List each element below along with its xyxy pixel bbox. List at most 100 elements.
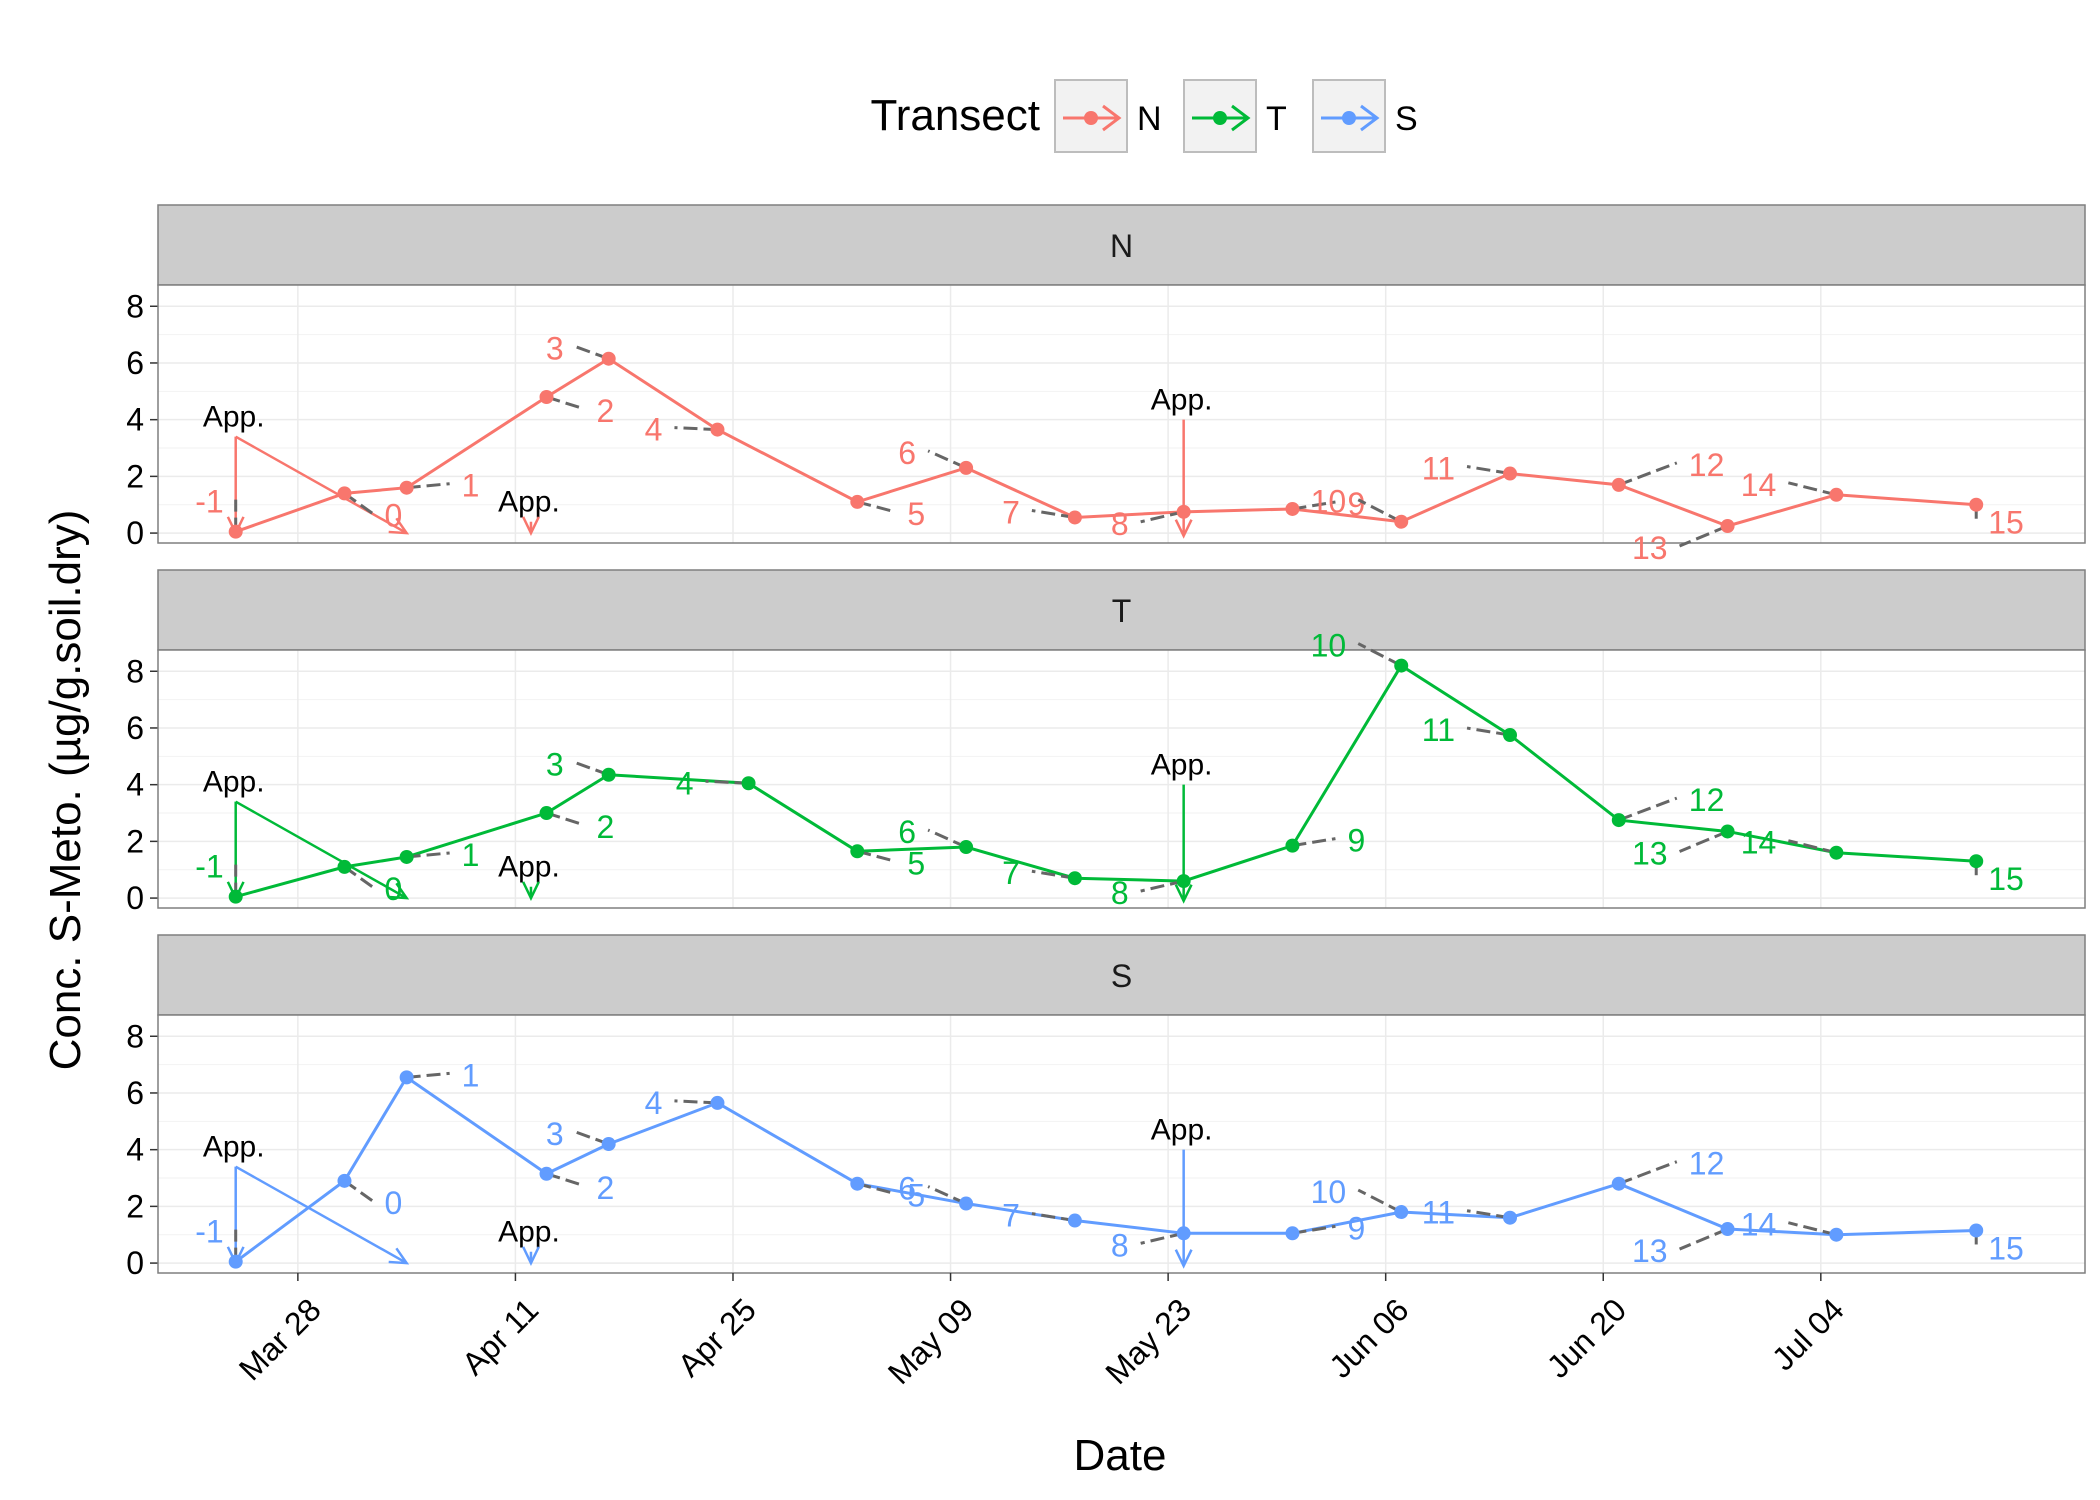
y-tick-label: 0 <box>126 1245 144 1281</box>
legend-entry-T: T <box>1183 79 1287 153</box>
data-point <box>1176 874 1191 889</box>
y-tick-label: 6 <box>126 1075 144 1111</box>
point-label: 13 <box>1632 1233 1668 1269</box>
facet-strip-label: N <box>1110 228 1133 264</box>
data-point <box>1503 728 1518 743</box>
legend-title: Transect <box>870 91 1040 140</box>
point-label: 15 <box>1988 1230 2024 1266</box>
data-point <box>337 859 352 874</box>
point-label: 13 <box>1632 835 1668 871</box>
point-label: 2 <box>597 809 615 845</box>
data-point <box>1611 477 1626 492</box>
legend-key-point <box>1213 111 1227 125</box>
plot-background <box>158 650 2085 908</box>
point-label: -1 <box>195 849 223 885</box>
annotation-arrowhead <box>1174 519 1193 539</box>
application-annotation: App. <box>203 1131 265 1164</box>
annotation-arrow <box>235 435 408 535</box>
data-point <box>399 480 414 495</box>
y-tick-label: 2 <box>126 823 144 859</box>
data-point <box>1829 487 1844 502</box>
annotation-arrow <box>235 1165 408 1265</box>
point-label: 12 <box>1689 1146 1725 1182</box>
application-annotation: App. <box>203 766 265 799</box>
data-point <box>228 889 243 904</box>
x-tick-label: Jul 04 <box>1765 1291 1851 1377</box>
application-annotation: App. <box>1151 1114 1213 1147</box>
data-point <box>1503 466 1518 481</box>
panel-border <box>157 284 2086 544</box>
y-tick-label: 8 <box>126 653 144 689</box>
data-point <box>337 486 352 501</box>
data-point <box>1176 1226 1191 1241</box>
data-point <box>337 1173 352 1188</box>
label-leader <box>1466 726 1511 737</box>
label-leader <box>674 1099 718 1105</box>
annotation-arrowhead <box>388 517 410 535</box>
data-point <box>601 767 616 782</box>
data-point <box>1067 871 1082 886</box>
point-label: 6 <box>898 814 916 850</box>
data-point <box>850 494 865 509</box>
point-label: 8 <box>1111 506 1129 542</box>
legend-entry-S: S <box>1312 79 1418 153</box>
point-label: 7 <box>1002 494 1020 530</box>
annotation-arrowhead <box>522 516 540 536</box>
point-label: 10 <box>1311 628 1347 664</box>
y-tick-label: 6 <box>126 345 144 381</box>
legend-label: T <box>1266 100 1287 138</box>
label-leader <box>1787 1221 1837 1237</box>
label-leader <box>1678 1227 1729 1251</box>
x-axis: Mar 28 Apr 11 Apr 25 May 09 May 23 Jun 06 Jun … <box>232 1273 1851 1391</box>
label-leader <box>1618 461 1678 487</box>
data-point <box>1829 845 1844 860</box>
point-label: 2 <box>597 393 615 429</box>
point-label: 14 <box>1741 1207 1777 1243</box>
data-point <box>1503 1210 1518 1225</box>
x-tick-label: Jun 20 <box>1540 1291 1633 1384</box>
point-label: 13 <box>1632 530 1668 566</box>
data-point <box>1176 504 1191 519</box>
y-tick-label: 8 <box>126 288 144 324</box>
point-label: 4 <box>645 412 663 448</box>
point-label: 15 <box>1988 861 2024 897</box>
data-point <box>1394 658 1409 673</box>
point-label: 5 <box>907 845 925 881</box>
point-label: 14 <box>1741 825 1777 861</box>
point-label: 7 <box>1002 1198 1020 1234</box>
point-label: 10 <box>1311 484 1347 520</box>
data-point <box>1285 501 1300 516</box>
point-label: 5 <box>907 496 925 532</box>
application-annotation: App. <box>498 851 560 884</box>
label-leader <box>1678 524 1729 548</box>
label-leader <box>1031 509 1076 519</box>
legend-key-arrow <box>1231 104 1251 132</box>
data-point <box>1720 824 1735 839</box>
label-leader <box>1140 879 1185 893</box>
label-leader <box>1140 1231 1185 1245</box>
label-leader <box>1618 1160 1678 1186</box>
point-label: 14 <box>1741 467 1777 503</box>
application-annotation: App. <box>1151 749 1213 782</box>
data-point <box>601 351 616 366</box>
y-tick-label: 2 <box>126 1188 144 1224</box>
y-tick-label: 2 <box>126 458 144 494</box>
point-label: 11 <box>1422 451 1455 487</box>
facet-strip <box>157 934 2086 1016</box>
point-label: -1 <box>195 1214 223 1250</box>
y-tick-label: 0 <box>126 515 144 551</box>
y-tick-label: 4 <box>126 402 144 438</box>
annotation-arrowhead <box>1174 884 1193 904</box>
legend-key-arrow <box>1360 104 1380 132</box>
data-point <box>1720 518 1735 533</box>
point-label: -1 <box>195 484 223 520</box>
x-tick-label: May 09 <box>881 1291 981 1391</box>
point-label: 6 <box>898 435 916 471</box>
data-point <box>539 1166 554 1181</box>
point-label: 9 <box>1347 1210 1365 1246</box>
point-label: 2 <box>597 1170 615 1206</box>
panel-border <box>157 649 2086 909</box>
